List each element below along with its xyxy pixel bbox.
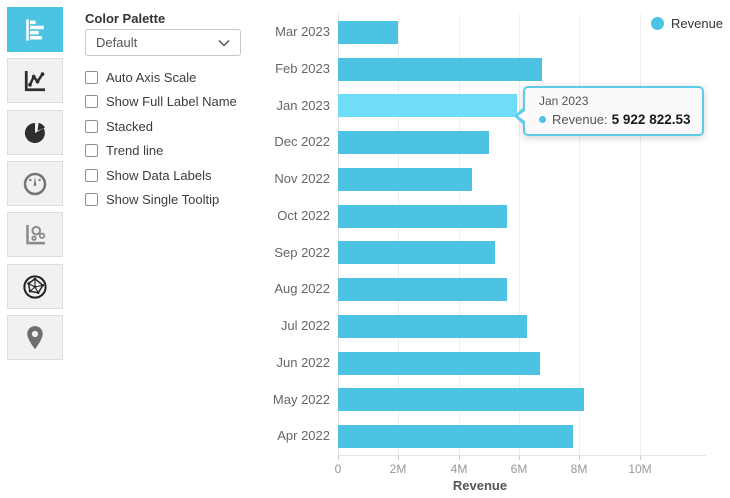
category-label: Nov 2022 xyxy=(274,171,330,186)
tooltip-title: Jan 2023 xyxy=(539,94,589,108)
chart-type-scatter[interactable] xyxy=(7,212,63,257)
axis-tick xyxy=(398,455,399,460)
chart-type-horizontal-bar[interactable] xyxy=(7,7,63,52)
checkbox-label[interactable]: Stacked xyxy=(106,118,153,134)
bar-mar-2023[interactable] xyxy=(338,20,398,44)
checkbox-row-show-data-labels[interactable]: Show Data Labels xyxy=(85,167,237,183)
map-pin-icon xyxy=(27,325,43,349)
gridline xyxy=(579,14,580,455)
x-axis-title: Revenue xyxy=(452,478,508,493)
gridline xyxy=(519,14,520,455)
line-chart-icon xyxy=(24,70,45,91)
axis-tick xyxy=(640,455,641,460)
tooltip: Jan 2023 Revenue: 5 922 822.53 xyxy=(513,86,705,136)
color-palette-value: Default xyxy=(96,35,138,50)
bar-sep-2022[interactable] xyxy=(338,241,495,265)
tooltip-series-label: Revenue: xyxy=(552,112,608,127)
chart-type-gauge[interactable] xyxy=(7,161,63,206)
trend-line-checkbox[interactable] xyxy=(85,144,98,157)
chart-type-radar[interactable] xyxy=(7,264,63,309)
color-palette-label: Color Palette xyxy=(85,11,166,26)
checkbox-row-auto-axis-scale[interactable]: Auto Axis Scale xyxy=(85,69,237,85)
tooltip-series-dot xyxy=(539,116,546,123)
tooltip-value: 5 922 822.53 xyxy=(611,112,691,127)
show-single-tooltip-checkbox[interactable] xyxy=(85,193,98,206)
gridline xyxy=(640,14,641,455)
category-label: Jul 2022 xyxy=(280,318,330,333)
axis-tick xyxy=(579,455,580,460)
bar-apr-2022[interactable] xyxy=(338,425,573,449)
category-axis: Mar 2023 Feb 2023 Jan 2023 Dec 2022 Nov 2022… xyxy=(252,14,330,455)
category-label: Apr 2022 xyxy=(277,428,330,444)
bar-jul-2022[interactable] xyxy=(338,314,527,338)
bar-feb-2023[interactable] xyxy=(338,57,542,81)
category-label: Aug 2022 xyxy=(274,281,330,297)
radar-chart-icon xyxy=(23,274,47,299)
legend-item-revenue[interactable]: Revenue xyxy=(651,16,723,31)
pie-chart-icon xyxy=(24,122,45,143)
checkbox-row-show-full-label-name[interactable]: Show Full Label Name xyxy=(85,94,237,109)
chart-type-line[interactable] xyxy=(7,58,63,103)
checkbox-label[interactable]: Auto Axis Scale xyxy=(106,69,197,85)
gridline xyxy=(398,14,399,455)
chart-options: Auto Axis Scale Show Full Label Name Sta… xyxy=(85,70,237,217)
legend-dot xyxy=(651,17,664,30)
x-axis: 0 2M 4M 6M 8M 10M xyxy=(334,455,705,495)
x-tick-label: 4M xyxy=(450,462,468,476)
axis-tick xyxy=(459,455,460,460)
bar-nov-2022[interactable] xyxy=(338,167,472,191)
show-full-label-name-checkbox[interactable] xyxy=(85,95,98,108)
x-axis-line xyxy=(338,455,706,456)
plot-area xyxy=(338,14,705,455)
checkbox-label[interactable]: Show Data Labels xyxy=(106,167,212,183)
bar-jun-2022[interactable] xyxy=(338,351,540,375)
checkbox-label[interactable]: Trend line xyxy=(106,143,164,158)
show-data-labels-checkbox[interactable] xyxy=(85,168,98,182)
scatter-chart-icon xyxy=(26,224,46,244)
color-palette-select[interactable]: Default xyxy=(85,29,241,56)
category-label: Oct 2022 xyxy=(277,207,330,223)
checkbox-label[interactable]: Show Full Label Name xyxy=(106,94,237,109)
gridline xyxy=(459,14,460,455)
legend-label: Revenue xyxy=(671,16,724,31)
axis-tick xyxy=(519,455,520,460)
x-tick-label: 6M xyxy=(510,462,528,476)
category-label: Mar 2023 xyxy=(275,24,330,39)
gauge-icon xyxy=(23,172,47,195)
x-tick-label: 10M xyxy=(628,462,652,476)
category-label: May 2022 xyxy=(272,391,330,407)
category-label: Jan 2023 xyxy=(276,97,331,113)
bar-oct-2022[interactable] xyxy=(338,204,507,228)
tooltip-series-line: Revenue: 5 922 822.53 xyxy=(539,112,690,127)
gridline xyxy=(338,14,339,455)
chart-type-pie[interactable] xyxy=(7,110,63,155)
horizontal-bar-chart-icon xyxy=(26,18,44,41)
bar-jan-2023[interactable] xyxy=(338,94,517,118)
category-label: Feb 2023 xyxy=(275,60,330,76)
x-tick-label: 2M xyxy=(389,462,407,476)
x-tick-label: 0 xyxy=(334,462,342,476)
bar-aug-2022[interactable] xyxy=(338,278,507,302)
bar-may-2022[interactable] xyxy=(338,388,584,412)
chart-type-map[interactable] xyxy=(7,315,63,360)
bar-dec-2022[interactable] xyxy=(338,131,489,155)
category-label: Sep 2022 xyxy=(274,244,330,260)
category-label: Dec 2022 xyxy=(274,134,330,150)
category-label: Jun 2022 xyxy=(276,354,331,370)
stacked-checkbox[interactable] xyxy=(85,119,98,133)
checkbox-label[interactable]: Show Single Tooltip xyxy=(106,192,220,207)
x-tick-label: 8M xyxy=(570,462,588,476)
checkbox-row-show-single-tooltip[interactable]: Show Single Tooltip xyxy=(85,192,237,207)
checkbox-row-trend-line[interactable]: Trend line xyxy=(85,143,237,158)
axis-tick xyxy=(338,455,339,460)
checkbox-row-stacked[interactable]: Stacked xyxy=(85,118,237,134)
chevron-down-icon xyxy=(218,39,230,47)
auto-axis-scale-checkbox[interactable] xyxy=(85,70,98,84)
